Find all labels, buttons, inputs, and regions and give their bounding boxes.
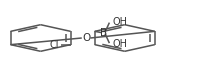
Text: OH: OH (113, 17, 128, 27)
Text: O: O (82, 33, 90, 43)
Text: Cl: Cl (50, 40, 59, 50)
Text: OH: OH (113, 39, 128, 48)
Text: B: B (100, 28, 107, 38)
